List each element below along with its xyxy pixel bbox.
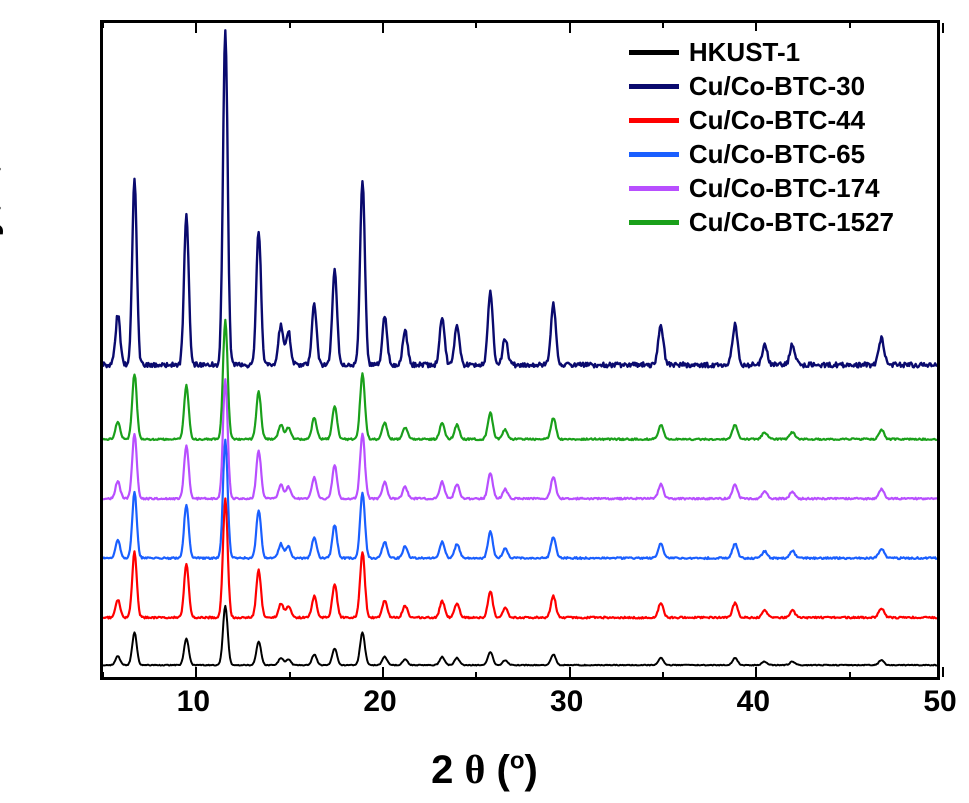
x-tick-label: 50: [923, 685, 956, 719]
legend-label: Cu/Co-BTC-1527: [689, 207, 894, 238]
x-tick-label: 20: [363, 685, 396, 719]
x-label-deg: o: [510, 748, 525, 775]
plot-area: HKUST-1 Cu/Co-BTC-30 Cu/Co-BTC-44 Cu/Co-…: [100, 20, 940, 680]
legend-label: Cu/Co-BTC-30: [689, 71, 865, 102]
xrd-figure: Intensity(a.u) HKUST-1 Cu/Co-BTC-30 Cu/C…: [0, 0, 969, 803]
y-axis-label-text: Intensity: [0, 215, 4, 371]
x-label-prefix: 2: [431, 748, 464, 792]
legend-swatch: [629, 186, 679, 191]
legend-swatch: [629, 152, 679, 157]
y-axis-unit: (a.u): [0, 162, 1, 215]
legend-item: Cu/Co-BTC-65: [629, 137, 894, 171]
legend-label: HKUST-1: [689, 37, 800, 68]
y-axis-label: Intensity(a.u): [0, 162, 5, 372]
legend-swatch: [629, 118, 679, 123]
trace-hkust-1: [103, 606, 937, 666]
x-tick-label: 40: [737, 685, 770, 719]
legend-item: Cu/Co-BTC-30: [629, 69, 894, 103]
x-tick-labels: 1020304050: [100, 685, 940, 725]
x-axis-label: 2 θ (o): [0, 746, 969, 793]
x-label-paren: (: [485, 748, 509, 792]
legend-swatch: [629, 220, 679, 225]
x-tick-label: 10: [177, 685, 210, 719]
x-label-close: ): [525, 748, 538, 792]
legend-label: Cu/Co-BTC-65: [689, 139, 865, 170]
legend-item: Cu/Co-BTC-44: [629, 103, 894, 137]
legend: HKUST-1 Cu/Co-BTC-30 Cu/Co-BTC-44 Cu/Co-…: [621, 31, 902, 243]
x-tick-label: 30: [550, 685, 583, 719]
x-label-theta: θ: [465, 747, 486, 792]
legend-item: HKUST-1: [629, 35, 894, 69]
legend-item: Cu/Co-BTC-1527: [629, 205, 894, 239]
legend-label: Cu/Co-BTC-44: [689, 105, 865, 136]
legend-swatch: [629, 50, 679, 55]
legend-swatch: [629, 84, 679, 89]
legend-label: Cu/Co-BTC-174: [689, 173, 880, 204]
legend-item: Cu/Co-BTC-174: [629, 171, 894, 205]
